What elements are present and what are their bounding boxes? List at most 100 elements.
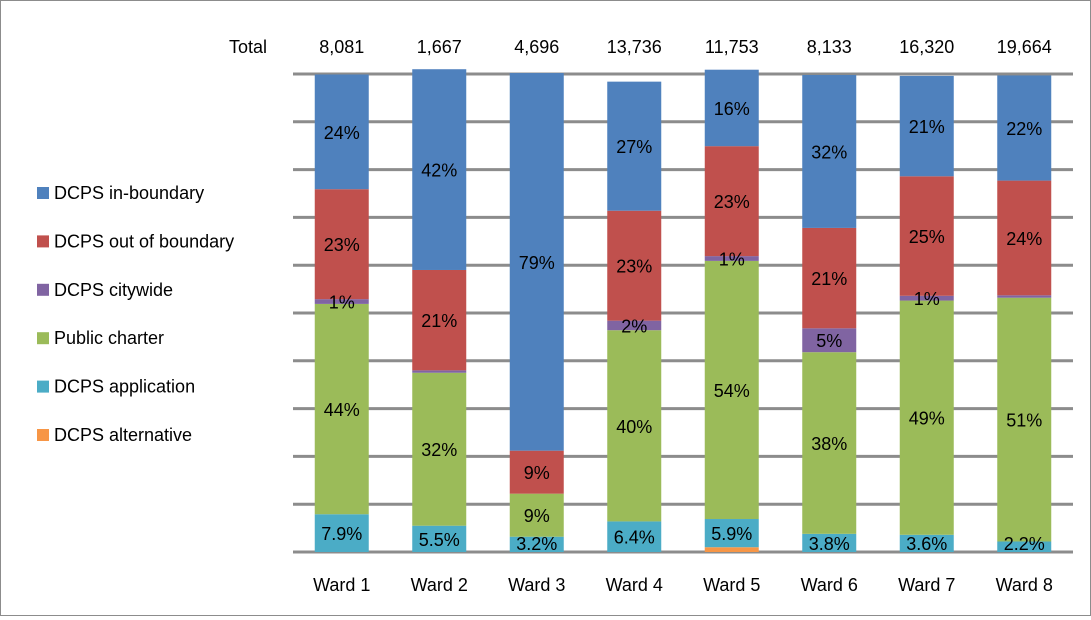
total-value: 4,696 <box>514 37 559 57</box>
bar-segment <box>802 352 857 534</box>
bar-segment <box>314 299 369 304</box>
legend-label: Public charter <box>54 328 164 348</box>
bar-segment <box>802 328 857 353</box>
data-label: 21% <box>909 117 945 137</box>
bar-segment <box>412 372 467 526</box>
bar-segment <box>997 180 1052 296</box>
data-label: 32% <box>811 142 847 162</box>
legend-label: DCPS application <box>54 377 195 397</box>
bar-segment <box>412 69 467 270</box>
data-label: 2.2% <box>1004 534 1045 554</box>
data-label: 42% <box>421 161 457 181</box>
bar-segment <box>802 227 857 329</box>
data-label: 25% <box>909 227 945 247</box>
total-value: 13,736 <box>607 37 662 57</box>
legend-label: DCPS alternative <box>54 425 192 445</box>
bar-segment <box>997 75 1052 181</box>
data-label: 49% <box>909 409 945 429</box>
data-label: 38% <box>811 434 847 454</box>
x-tick-label: Ward 7 <box>898 575 955 595</box>
data-label: 5.9% <box>711 524 752 544</box>
data-label: 9% <box>524 463 550 483</box>
total-value: 8,081 <box>319 37 364 57</box>
bar-segment <box>899 300 954 535</box>
data-label: 5% <box>816 331 842 351</box>
data-label: 1% <box>719 250 745 270</box>
legend-label: DCPS citywide <box>54 280 173 300</box>
bar-segment <box>412 370 467 373</box>
bar-segment <box>899 176 954 296</box>
bar-segment <box>314 514 369 552</box>
legend-label: DCPS in-boundary <box>54 183 204 203</box>
bar-segment <box>314 303 369 515</box>
bar-segment <box>607 521 662 552</box>
bar-segment <box>704 547 759 552</box>
data-label: 6.4% <box>614 528 655 548</box>
data-label: 51% <box>1006 411 1042 431</box>
bar-segment <box>509 536 564 552</box>
bars <box>314 69 1052 552</box>
bar-segment <box>997 541 1052 552</box>
data-label: 2% <box>621 316 647 336</box>
x-tick-label: Ward 2 <box>411 575 468 595</box>
legend: DCPS in-boundary DCPS out of boundary DCPS… <box>37 183 234 445</box>
legend-swatch <box>37 235 49 248</box>
legend-swatch <box>37 332 49 345</box>
data-label: 24% <box>1006 229 1042 249</box>
data-label: 32% <box>421 440 457 460</box>
bar-segment <box>802 74 857 228</box>
bar-segment <box>704 69 759 147</box>
bar-segment <box>412 525 467 552</box>
data-label: 21% <box>421 311 457 331</box>
x-tick-label: Ward 5 <box>703 575 760 595</box>
total-value: 8,133 <box>807 37 852 57</box>
bar-segment <box>997 297 1052 542</box>
data-label: 40% <box>616 417 652 437</box>
total-value: 11,753 <box>705 37 759 57</box>
total-row-label: Total <box>229 37 267 57</box>
total-value: 16,320 <box>899 37 954 57</box>
x-axis-tick-labels: Ward 1 Ward 2 Ward 3 Ward 4 Ward 5 Ward 6 Ward… <box>313 575 1053 595</box>
bar-segment <box>899 534 954 552</box>
legend-label: DCPS out of boundary <box>54 231 234 251</box>
data-label: 3.6% <box>906 534 947 554</box>
bar-segment <box>802 533 857 552</box>
bar-segment <box>607 81 662 211</box>
data-label: 23% <box>714 192 750 212</box>
bar-segment <box>314 74 369 190</box>
legend-swatch <box>37 187 49 199</box>
bar-segment <box>704 256 759 261</box>
bar-segment <box>899 75 954 177</box>
data-label: 23% <box>324 235 360 255</box>
data-label: 21% <box>811 269 847 289</box>
data-label: 22% <box>1006 119 1042 139</box>
data-label: 3.2% <box>516 534 557 554</box>
bar-segment <box>704 260 759 520</box>
data-label: 9% <box>524 506 550 526</box>
bar-segment <box>509 73 564 451</box>
gridlines <box>293 72 1073 554</box>
data-label: 16% <box>714 99 750 119</box>
total-value: 19,664 <box>997 37 1052 57</box>
bar-segment <box>314 189 369 300</box>
data-labels: 7.9% 44% 1% 23% 24% 5.5% 32% 21% 42% 3.2% 9% 9% 79% 6… <box>321 99 1045 554</box>
data-label: 1% <box>914 289 940 309</box>
bar-segment <box>704 519 759 548</box>
x-tick-label: Ward 3 <box>508 575 565 595</box>
data-label: 44% <box>324 400 360 420</box>
legend-swatch <box>37 429 49 441</box>
totals-row: 8,081 1,667 4,696 13,736 11,753 8,133 16,320 19… <box>319 37 1052 57</box>
bar-segment <box>997 295 1052 298</box>
total-value: 1,667 <box>417 37 462 57</box>
data-label: 24% <box>324 123 360 143</box>
data-label: 7.9% <box>321 524 362 544</box>
bar-segment <box>607 330 662 522</box>
bar-segment <box>509 450 564 494</box>
bar-segment <box>899 295 954 301</box>
bar-segment <box>607 210 662 321</box>
legend-swatch <box>37 283 49 296</box>
data-label: 23% <box>616 257 652 277</box>
x-tick-label: Ward 8 <box>996 575 1053 595</box>
